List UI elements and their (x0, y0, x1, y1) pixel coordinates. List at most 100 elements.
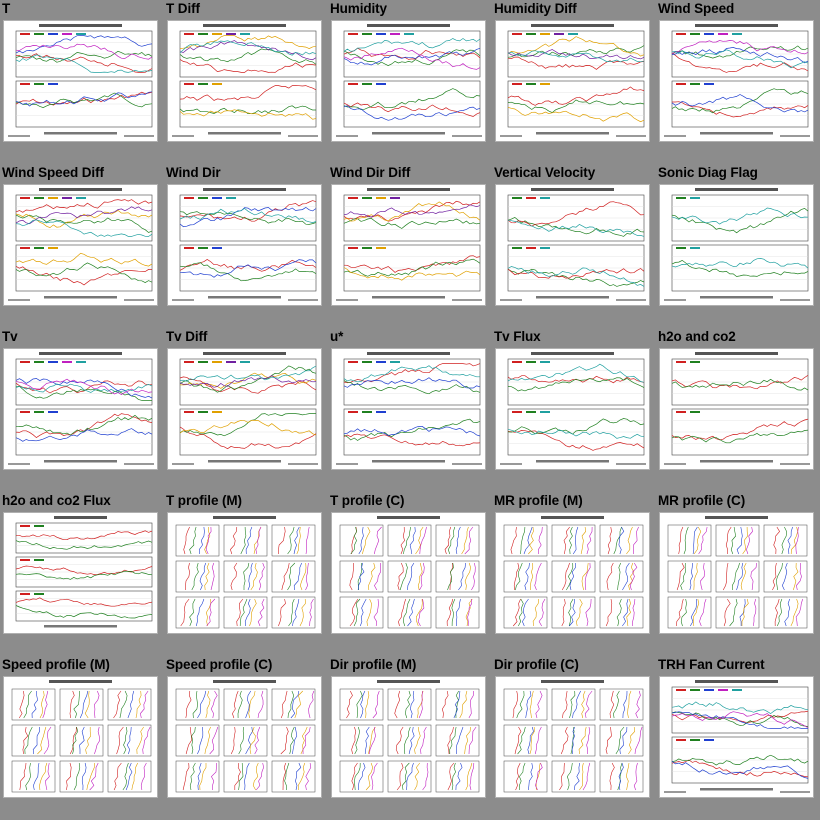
plot-thumbnail-graphic (175, 680, 316, 793)
plot-thumbnail-graphic (664, 24, 810, 137)
tile-title[interactable]: Vertical Velocity (494, 165, 596, 180)
plot-thumbnail-graphic (336, 188, 482, 301)
plot-thumbnail[interactable] (495, 20, 650, 142)
tile-title[interactable]: T profile (C) (330, 493, 405, 508)
tile-title[interactable]: Wind Dir (166, 165, 221, 180)
tile-title[interactable]: MR profile (C) (658, 493, 746, 508)
gallery-tile[interactable]: Wind Dir Diff (328, 164, 492, 328)
plot-thumbnail[interactable] (495, 676, 650, 798)
plot-thumbnail-graphic (172, 352, 318, 465)
tile-title[interactable]: Speed profile (M) (2, 657, 110, 672)
tile-title[interactable]: h2o and co2 (658, 329, 736, 344)
plot-thumbnail-graphic (339, 680, 480, 793)
plot-thumbnail[interactable] (659, 20, 814, 142)
gallery-tile[interactable]: u* (328, 328, 492, 492)
plot-thumbnail[interactable] (167, 184, 322, 306)
plot-thumbnail[interactable] (659, 348, 814, 470)
plot-thumbnail[interactable] (495, 184, 650, 306)
plot-thumbnail-graphic (172, 188, 318, 301)
tile-title[interactable]: Humidity Diff (494, 1, 577, 16)
plot-thumbnail-graphic (664, 188, 810, 301)
tile-title[interactable]: Tv (2, 329, 18, 344)
gallery-tile[interactable]: Tv Flux (492, 328, 656, 492)
gallery-tile[interactable]: Dir profile (M) (328, 656, 492, 820)
plot-thumbnail[interactable] (3, 512, 158, 634)
gallery-tile[interactable]: Humidity (328, 0, 492, 164)
plot-thumbnail[interactable] (167, 20, 322, 142)
plot-thumbnail-graphic (336, 352, 482, 465)
plot-thumbnail-graphic (336, 24, 482, 137)
tile-title[interactable]: T profile (M) (166, 493, 242, 508)
plot-thumbnail-graphic (8, 352, 154, 465)
plot-thumbnail-graphic (500, 188, 646, 301)
plot-thumbnail[interactable] (167, 512, 322, 634)
plot-thumbnail-graphic (172, 24, 318, 137)
gallery-tile[interactable]: T profile (C) (328, 492, 492, 656)
tile-title[interactable]: Dir profile (M) (330, 657, 417, 672)
plot-thumbnail[interactable] (659, 512, 814, 634)
gallery-tile[interactable]: T profile (M) (164, 492, 328, 656)
gallery-tile[interactable]: h2o and co2 Flux (0, 492, 164, 656)
tile-title[interactable]: Tv Flux (494, 329, 541, 344)
tile-title[interactable]: Sonic Diag Flag (658, 165, 758, 180)
gallery-tile[interactable]: Wind Speed Diff (0, 164, 164, 328)
plot-thumbnail[interactable] (3, 184, 158, 306)
plot-thumbnail[interactable] (331, 512, 486, 634)
gallery-tile[interactable]: TRH Fan Current (656, 656, 820, 820)
plot-thumbnail[interactable] (495, 512, 650, 634)
tile-title[interactable]: TRH Fan Current (658, 657, 765, 672)
tile-title[interactable]: Humidity (330, 1, 387, 16)
plot-thumbnail-graphic (664, 680, 810, 793)
tile-title[interactable]: Wind Speed (658, 1, 735, 16)
plot-thumbnail[interactable] (167, 348, 322, 470)
gallery-tile[interactable]: h2o and co2 (656, 328, 820, 492)
plot-thumbnail-graphic (8, 188, 154, 301)
plot-thumbnail-graphic (667, 516, 808, 629)
tile-title[interactable]: Speed profile (C) (166, 657, 273, 672)
plot-thumbnail-graphic (11, 680, 152, 793)
tile-title[interactable]: Wind Speed Diff (2, 165, 104, 180)
gallery-tile[interactable]: Humidity Diff (492, 0, 656, 164)
plot-thumbnail[interactable] (3, 348, 158, 470)
plot-thumbnail-graphic (500, 352, 646, 465)
gallery-tile[interactable]: Speed profile (M) (0, 656, 164, 820)
gallery-tile[interactable]: Tv (0, 328, 164, 492)
gallery-tile[interactable]: T Diff (164, 0, 328, 164)
plot-thumbnail[interactable] (331, 676, 486, 798)
gallery-tile[interactable]: Dir profile (C) (492, 656, 656, 820)
tile-title[interactable]: T (2, 1, 11, 16)
gallery-tile[interactable]: Sonic Diag Flag (656, 164, 820, 328)
gallery-tile[interactable]: T (0, 0, 164, 164)
plot-thumbnail-graphic (503, 516, 644, 629)
tile-title[interactable]: Dir profile (C) (494, 657, 579, 672)
gallery-tile[interactable]: Vertical Velocity (492, 164, 656, 328)
tile-title[interactable]: MR profile (M) (494, 493, 583, 508)
plot-thumbnail[interactable] (659, 184, 814, 306)
plot-thumbnail[interactable] (495, 348, 650, 470)
plot-thumbnail-graphic (8, 24, 154, 137)
plot-thumbnail-graphic (664, 352, 810, 465)
plot-thumbnail[interactable] (3, 20, 158, 142)
gallery-tile[interactable]: MR profile (C) (656, 492, 820, 656)
plot-thumbnail[interactable] (331, 348, 486, 470)
tile-title[interactable]: u* (330, 329, 344, 344)
plot-thumbnail-graphic (339, 516, 480, 629)
tile-title[interactable]: h2o and co2 Flux (2, 493, 111, 508)
gallery-tile[interactable]: Tv Diff (164, 328, 328, 492)
tile-title[interactable]: Wind Dir Diff (330, 165, 411, 180)
gallery-tile[interactable]: Wind Speed (656, 0, 820, 164)
plot-thumbnail[interactable] (659, 676, 814, 798)
plot-thumbnail-graphic (503, 680, 644, 793)
plot-thumbnail-graphic (175, 516, 316, 629)
plot-thumbnail[interactable] (331, 184, 486, 306)
tile-title[interactable]: T Diff (166, 1, 200, 16)
tile-title[interactable]: Tv Diff (166, 329, 208, 344)
gallery-tile[interactable]: Wind Dir (164, 164, 328, 328)
gallery-tile[interactable]: MR profile (M) (492, 492, 656, 656)
plot-thumbnail[interactable] (167, 676, 322, 798)
gallery-tile[interactable]: Speed profile (C) (164, 656, 328, 820)
plot-thumbnail-graphic (500, 24, 646, 137)
plot-thumbnail[interactable] (3, 676, 158, 798)
plot-thumbnail[interactable] (331, 20, 486, 142)
